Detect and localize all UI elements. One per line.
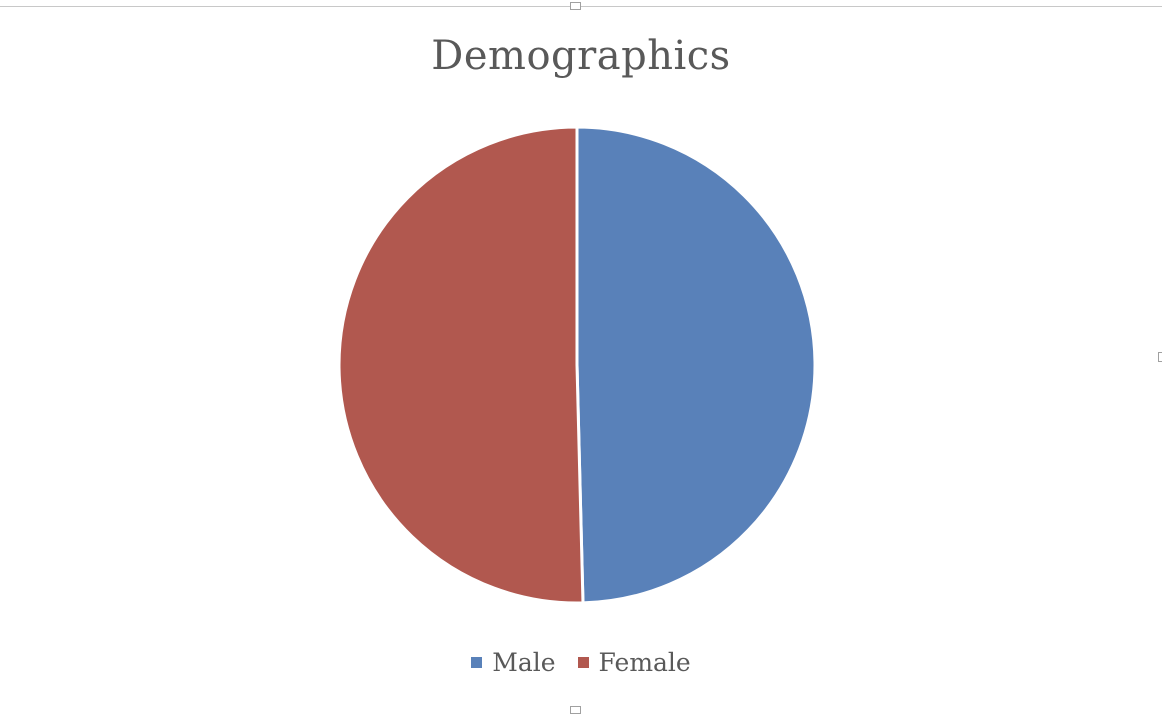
legend-label-female: Female	[598, 648, 691, 677]
legend-swatch-female	[577, 657, 589, 668]
chart-legend: Male Female	[0, 648, 1162, 677]
legend-label-male: Male	[492, 648, 556, 677]
legend-item-male[interactable]: Male	[471, 648, 556, 677]
pie-slice-female[interactable]	[337, 125, 585, 605]
legend-swatch-male	[471, 657, 483, 668]
resize-handle-right[interactable]	[1158, 352, 1162, 362]
resize-handle-top[interactable]	[570, 2, 581, 10]
chart-title: Demographics	[431, 33, 731, 79]
pie-slice-male[interactable]	[575, 125, 817, 605]
chart-frame-border	[0, 6, 1162, 7]
legend-item-female[interactable]: Female	[577, 648, 691, 677]
